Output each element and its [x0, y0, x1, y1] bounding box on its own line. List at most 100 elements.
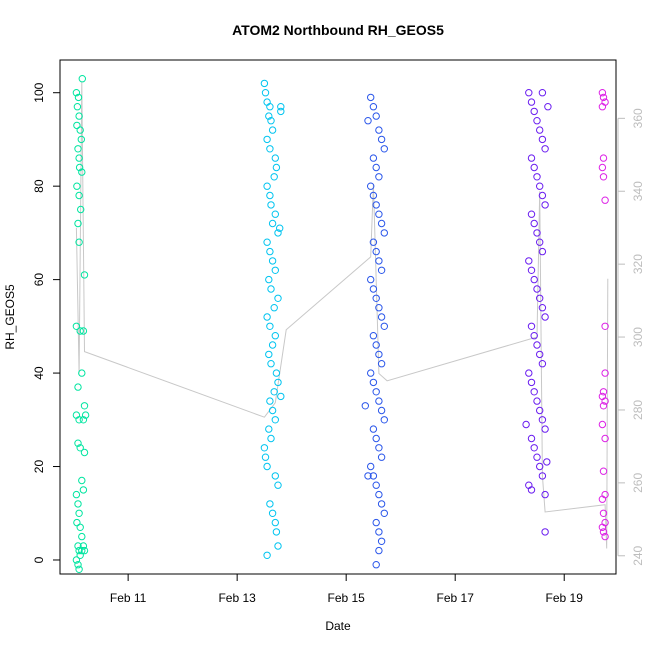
x-tick-label: Feb 13: [218, 591, 256, 605]
data-point: [369, 191, 378, 200]
data-point: [367, 369, 375, 377]
data-point: [527, 486, 536, 494]
data-point: [530, 163, 538, 172]
data-point: [599, 93, 608, 102]
data-point: [377, 219, 386, 228]
data-point: [541, 528, 549, 536]
data-point: [377, 453, 386, 461]
data-point: [265, 275, 273, 284]
data-point: [543, 458, 551, 466]
data-point: [78, 75, 87, 83]
data-point: [601, 369, 609, 377]
data-point: [372, 341, 380, 349]
x-tick-label: Feb 19: [546, 591, 584, 605]
data-point: [75, 112, 83, 120]
data-point: [80, 402, 89, 410]
data-point: [270, 304, 278, 312]
data-point: [375, 173, 383, 181]
data-point: [525, 257, 533, 265]
data-point: [601, 196, 609, 204]
data-point: [377, 406, 386, 415]
data-point: [372, 201, 380, 209]
data-point: [266, 397, 274, 405]
data-point: [274, 481, 282, 489]
data-point: [75, 238, 83, 246]
data-point: [271, 416, 279, 424]
data-point: [367, 275, 375, 284]
data-point: [263, 135, 271, 144]
data-point: [369, 285, 378, 293]
data-point: [530, 219, 538, 228]
data-point: [541, 313, 549, 321]
data-point: [271, 154, 279, 162]
data-point: [271, 266, 279, 274]
data-point: [367, 182, 375, 190]
data-point: [272, 369, 281, 377]
data-point: [601, 434, 609, 443]
data-point: [72, 556, 81, 564]
data-point: [377, 360, 386, 368]
data-point: [377, 537, 386, 545]
data-point: [538, 360, 547, 368]
data-point: [267, 285, 275, 293]
data-point: [375, 350, 383, 359]
data-point: [367, 93, 375, 102]
data-point: [538, 472, 547, 480]
data-point: [372, 518, 380, 527]
data-point: [74, 542, 82, 550]
data-point: [267, 117, 275, 125]
data-point: [266, 103, 274, 111]
data-point: [538, 135, 547, 144]
data-point: [372, 163, 380, 172]
data-point: [541, 425, 549, 433]
data-point: [598, 523, 607, 531]
data-point: [530, 107, 538, 116]
data-point: [265, 425, 273, 433]
data-point: [77, 135, 86, 144]
data-point: [369, 154, 378, 162]
data-point: [538, 191, 547, 200]
data-point: [266, 247, 274, 256]
data-point: [76, 551, 84, 559]
data-point: [527, 98, 536, 106]
data-point: [372, 481, 380, 489]
data-point: [74, 500, 82, 508]
data-point: [274, 378, 282, 387]
data-point: [274, 542, 282, 550]
data-point: [533, 117, 541, 125]
data-point: [74, 383, 82, 391]
data-point: [536, 126, 544, 134]
data-point: [375, 444, 383, 452]
data-point: [530, 388, 538, 396]
data-point: [533, 173, 541, 181]
data-point: [599, 402, 608, 410]
data-point: [263, 551, 271, 559]
data-point: [372, 561, 380, 569]
data-point: [533, 453, 541, 461]
data-point: [527, 210, 536, 218]
data-point: [375, 528, 383, 536]
data-point: [263, 313, 271, 321]
data-point: [527, 322, 536, 330]
data-point: [266, 322, 274, 330]
data-point: [372, 294, 380, 302]
y-tick-label: 40: [32, 366, 46, 380]
data-point: [536, 462, 544, 471]
data-point: [263, 182, 271, 190]
data-point: [73, 121, 81, 130]
data-point: [79, 486, 88, 494]
data-point: [271, 332, 279, 340]
plot-frame: [59, 59, 617, 575]
data-point: [525, 89, 533, 97]
data-point: [372, 388, 380, 396]
data-point: [527, 154, 536, 162]
data-point: [77, 205, 85, 214]
y-axis: 0 20 40 60 80 100: [32, 82, 60, 563]
data-point: [267, 201, 275, 209]
data-point: [377, 313, 386, 321]
x-axis-label: Date: [325, 619, 351, 633]
data-point: [74, 439, 82, 447]
data-point: [274, 294, 282, 302]
data-point: [361, 402, 369, 410]
